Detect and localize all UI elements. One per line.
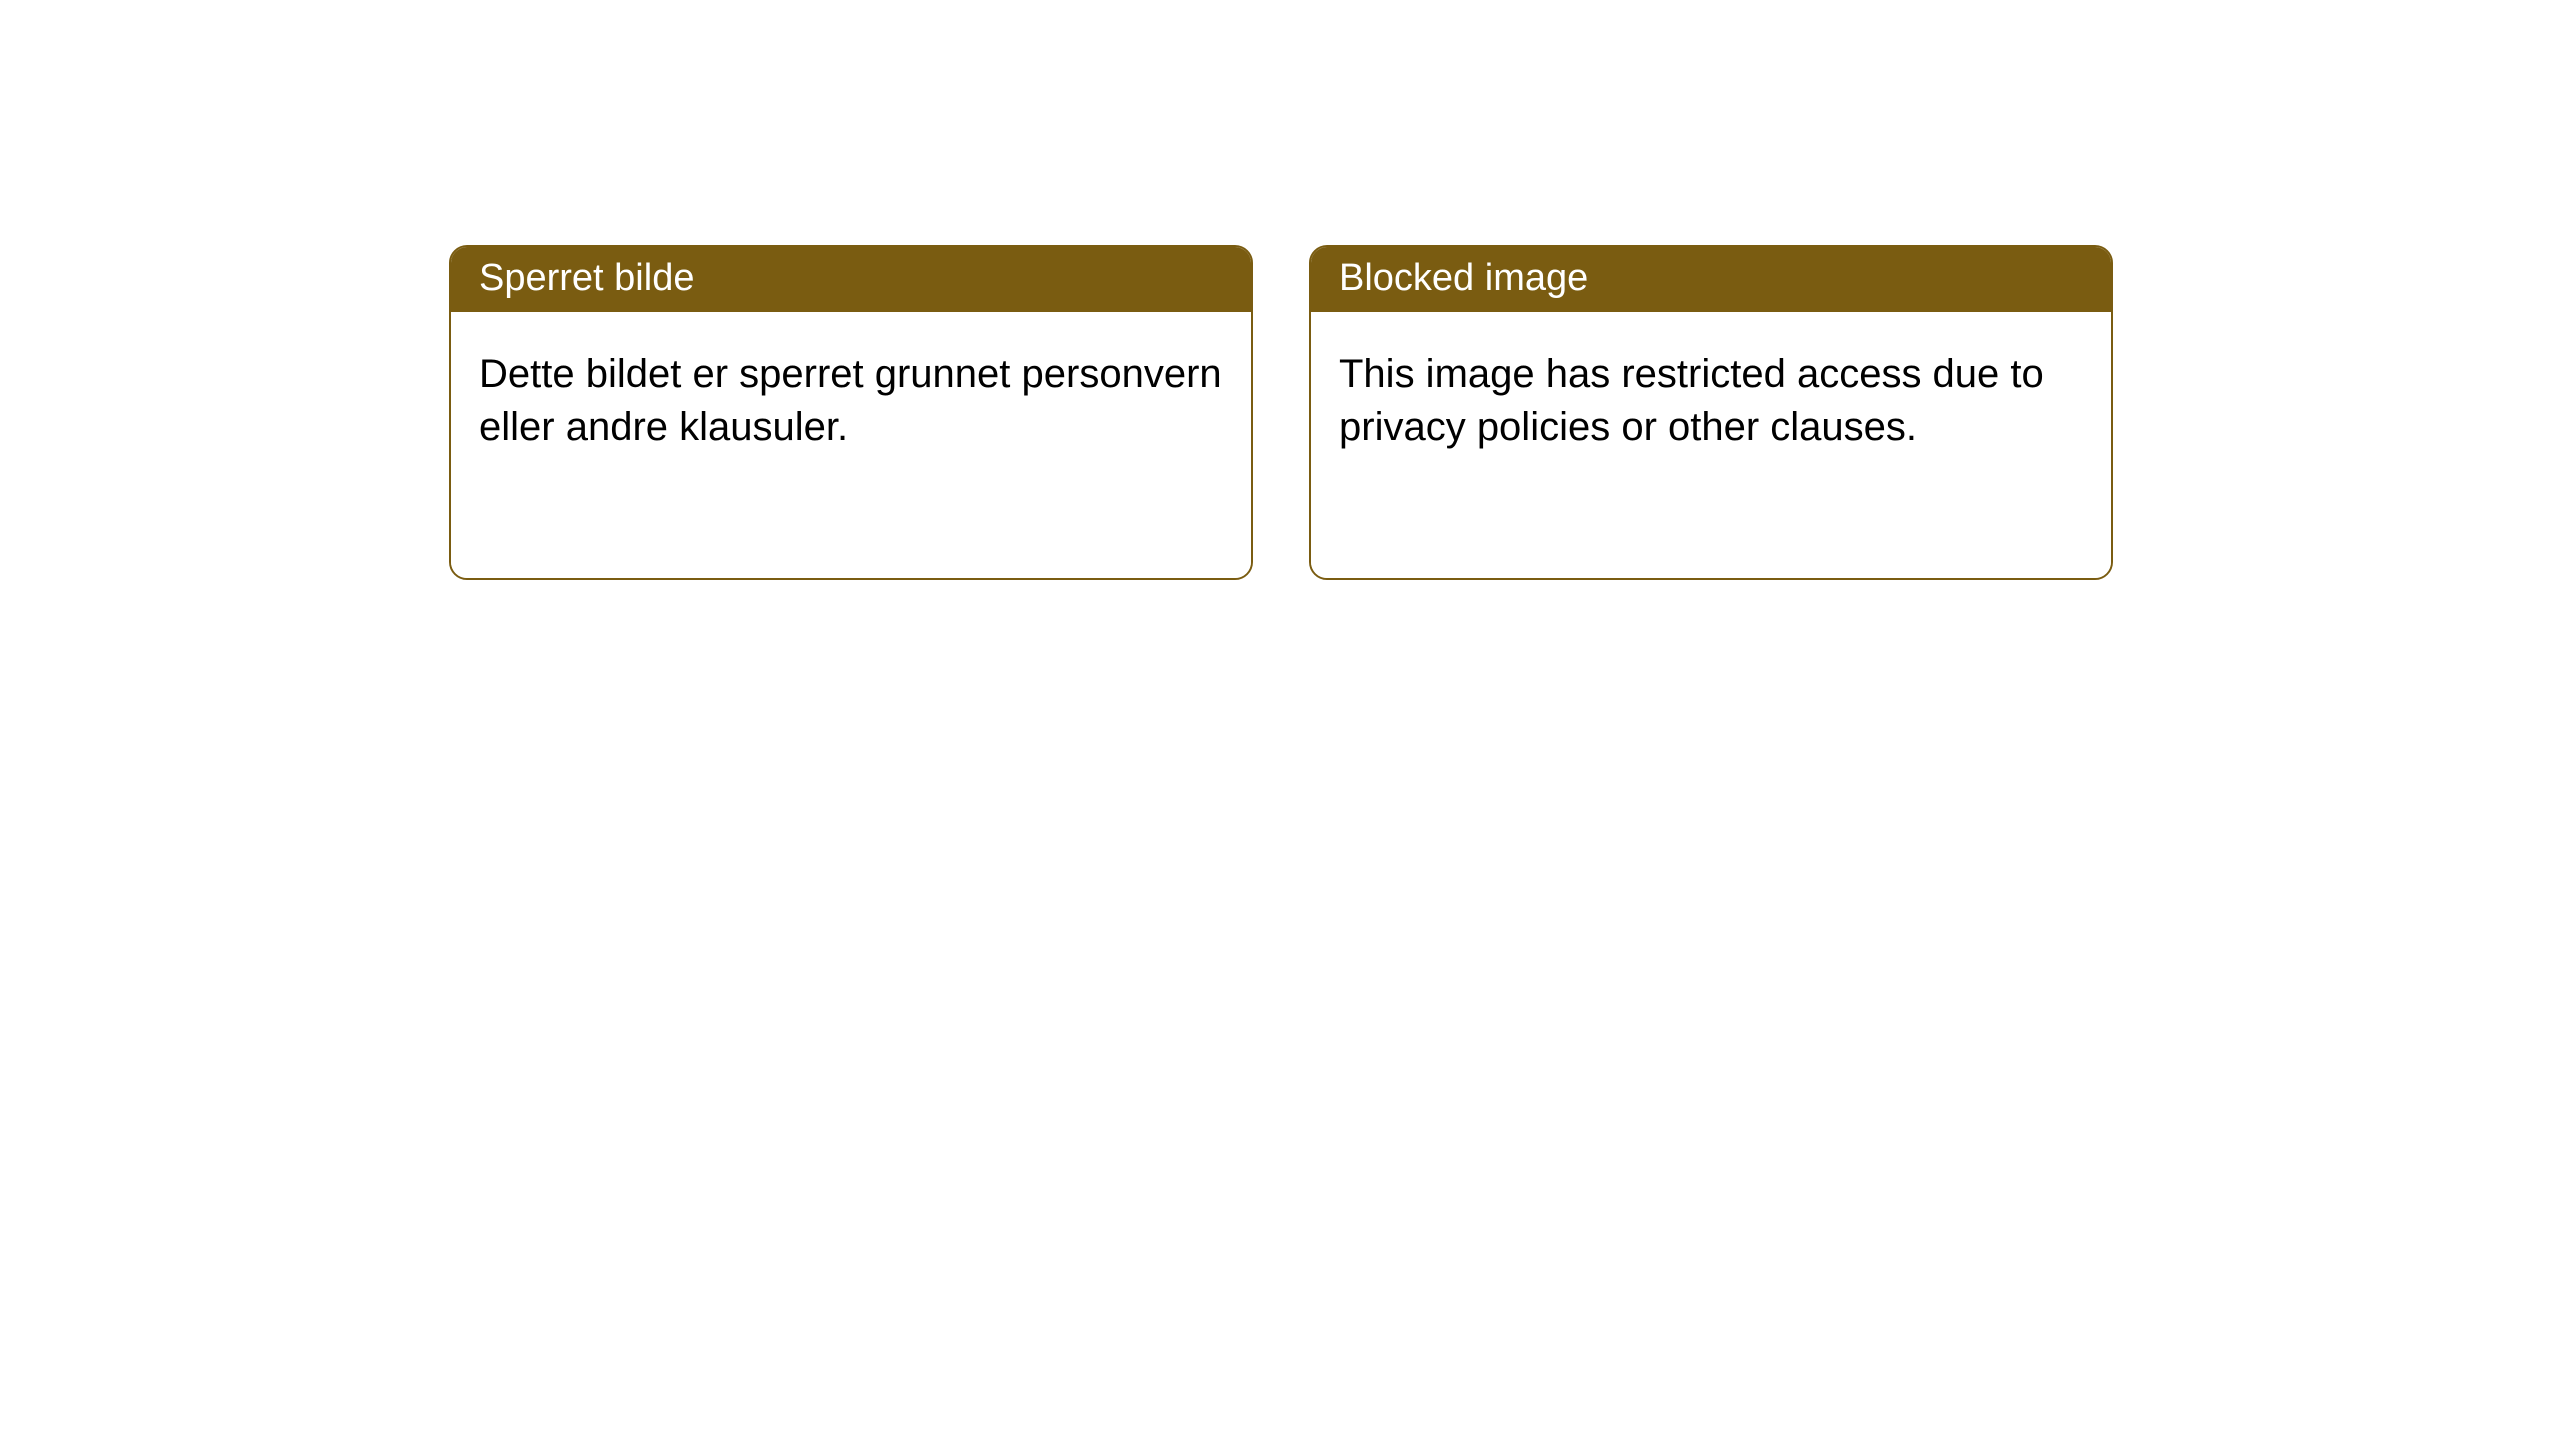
notice-card-body: This image has restricted access due to …: [1311, 312, 2111, 578]
notice-card-norwegian: Sperret bilde Dette bildet er sperret gr…: [449, 245, 1253, 580]
notice-container: Sperret bilde Dette bildet er sperret gr…: [0, 0, 2560, 580]
notice-card-english: Blocked image This image has restricted …: [1309, 245, 2113, 580]
notice-card-header: Blocked image: [1311, 247, 2111, 312]
notice-card-body: Dette bildet er sperret grunnet personve…: [451, 312, 1251, 578]
notice-card-header: Sperret bilde: [451, 247, 1251, 312]
